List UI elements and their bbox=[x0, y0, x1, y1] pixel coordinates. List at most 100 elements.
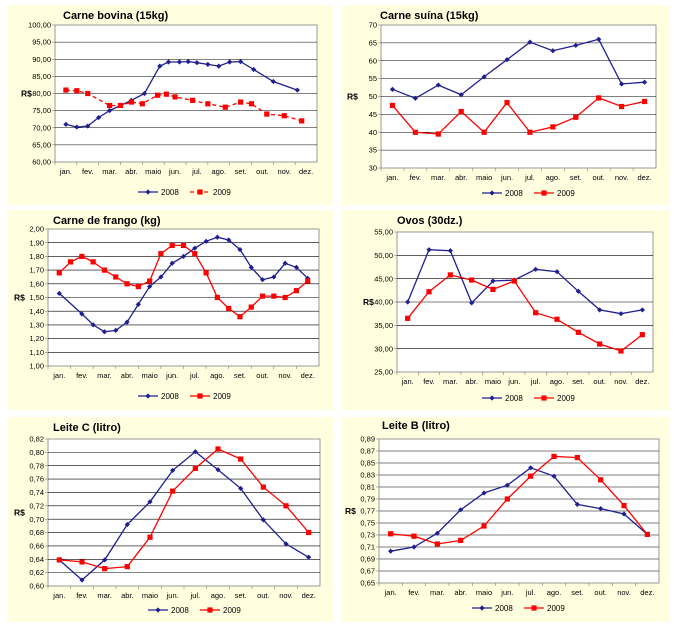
y-tick-label: 0,85 bbox=[360, 459, 375, 468]
data-point-2009 bbox=[128, 99, 135, 105]
data-point-2009 bbox=[639, 332, 645, 338]
y-tick-label: 0,60 bbox=[29, 582, 44, 591]
data-point-2009 bbox=[575, 329, 581, 335]
legend-label-2009: 2009 bbox=[213, 188, 231, 197]
chart-svg-carne-frango: Carne de frango (kg) 1,00 1,10 1,20 1,30 1,40… bbox=[14, 215, 320, 401]
data-point-2008 bbox=[260, 517, 266, 523]
data-point-2009 bbox=[458, 108, 464, 115]
data-point-2009 bbox=[641, 98, 648, 105]
y-tick-label: 0,75 bbox=[360, 519, 375, 528]
y-tick-label: 1,50 bbox=[29, 293, 44, 302]
data-point-2008 bbox=[481, 490, 487, 496]
y-tick-label: 100,00 bbox=[28, 21, 51, 30]
legend-marker-2009 bbox=[541, 395, 547, 401]
y-axis-label: R$ bbox=[363, 297, 374, 307]
x-tick-label: jul. bbox=[525, 588, 536, 597]
x-tick-label: fev. bbox=[76, 591, 88, 600]
y-tick-label: 50 bbox=[369, 92, 377, 101]
series-line-2008 bbox=[390, 467, 648, 552]
data-point-2008 bbox=[192, 245, 198, 251]
x-tick-label: dez. bbox=[635, 377, 649, 386]
data-point-2009 bbox=[102, 566, 108, 572]
x-tick-label: out. bbox=[256, 371, 269, 380]
chart-title: Carne suína (15kg) bbox=[380, 10, 479, 22]
x-tick-label: jun. bbox=[165, 371, 178, 380]
data-point-2008 bbox=[96, 114, 102, 121]
x-tick-label: out. bbox=[593, 377, 606, 386]
data-point-2009 bbox=[388, 531, 394, 537]
y-tick-label: 0,72 bbox=[29, 501, 44, 510]
y-tick-label: 1,00 bbox=[29, 362, 44, 371]
x-tick-label: jul. bbox=[189, 371, 200, 380]
x-tick-label: out. bbox=[257, 591, 270, 600]
data-point-2009 bbox=[282, 294, 288, 301]
data-point-2009 bbox=[411, 533, 417, 539]
x-tick-label: nov. bbox=[278, 371, 292, 380]
series-line-2009 bbox=[407, 274, 643, 352]
y-tick-label: 0,81 bbox=[360, 483, 375, 492]
data-point-2009 bbox=[306, 529, 312, 536]
data-point-2009 bbox=[527, 129, 533, 135]
x-tick-label: dez. bbox=[301, 371, 315, 380]
data-point-2009 bbox=[389, 102, 396, 109]
x-tick-label: jun. bbox=[500, 173, 513, 182]
legend-marker-2009 bbox=[541, 190, 547, 196]
data-point-2008 bbox=[597, 307, 603, 313]
data-point-2008 bbox=[63, 121, 69, 127]
y-tick-label: 0,83 bbox=[360, 471, 375, 480]
data-point-2008 bbox=[411, 544, 417, 550]
legend: 2008 2009 bbox=[482, 394, 575, 403]
x-tick-label: nov. bbox=[617, 588, 631, 597]
data-point-2008 bbox=[237, 246, 243, 253]
series-line-2009 bbox=[390, 455, 648, 545]
series-line-2009 bbox=[392, 97, 645, 135]
x-tick-label: set. bbox=[235, 167, 247, 176]
data-point-2009 bbox=[305, 278, 311, 284]
chart-title: Carne bovina (15kg) bbox=[63, 10, 168, 22]
x-tick-label: nov. bbox=[615, 173, 629, 182]
data-point-2009 bbox=[412, 129, 418, 135]
data-point-2009 bbox=[180, 242, 187, 249]
x-tick-label: abr. bbox=[121, 371, 134, 380]
y-axis-label: R$ bbox=[14, 293, 25, 303]
legend: 2008 2009 bbox=[138, 188, 231, 197]
data-point-2009 bbox=[139, 101, 145, 107]
data-point-2009 bbox=[192, 465, 198, 471]
y-tick-label: 0,68 bbox=[29, 528, 44, 537]
y-tick-label: 30,00 bbox=[374, 344, 393, 353]
y-tick-label: 0,87 bbox=[360, 447, 375, 456]
legend-label-2009: 2009 bbox=[547, 604, 565, 613]
x-tick-label: maio bbox=[145, 167, 161, 176]
data-point-2008 bbox=[102, 557, 108, 563]
data-point-2009 bbox=[79, 559, 85, 565]
y-tick-label: 0,82 bbox=[29, 435, 44, 444]
y-tick-label: 0,66 bbox=[29, 542, 44, 551]
y-tick-label: 80,00 bbox=[32, 89, 51, 98]
data-point-2009 bbox=[248, 304, 254, 310]
y-tick-label: 0,76 bbox=[29, 475, 44, 484]
data-point-2009 bbox=[435, 131, 441, 137]
legend-label-2008: 2008 bbox=[161, 188, 179, 197]
data-point-2009 bbox=[189, 97, 196, 103]
y-tick-label: 65,00 bbox=[32, 140, 51, 149]
x-tick-label: fev. bbox=[423, 377, 435, 386]
legend: 2008 2009 bbox=[482, 189, 575, 198]
data-point-2008 bbox=[226, 237, 232, 243]
y-axis-label: R$ bbox=[347, 92, 358, 102]
data-point-2008 bbox=[113, 327, 119, 333]
data-point-2009 bbox=[203, 270, 209, 276]
data-point-2008 bbox=[157, 63, 163, 69]
data-point-2009 bbox=[504, 496, 510, 502]
data-point-2009 bbox=[248, 101, 255, 107]
legend-marker-2009 bbox=[207, 607, 213, 613]
data-point-2009 bbox=[299, 118, 305, 124]
data-point-2009 bbox=[101, 267, 108, 273]
data-point-2009 bbox=[490, 286, 496, 292]
data-point-2009 bbox=[621, 503, 627, 509]
chart-panel-ovos: Ovos (30dz.) 25,00 30,00 35,00 40,00 45,00 50,… bbox=[342, 210, 670, 410]
x-tick-label: jan. bbox=[52, 591, 65, 600]
y-tick-label: 55 bbox=[369, 74, 377, 83]
data-point-2009 bbox=[271, 293, 277, 299]
chart-title: Ovos (30dz.) bbox=[397, 215, 463, 227]
y-tick-label: 90,00 bbox=[32, 55, 51, 64]
